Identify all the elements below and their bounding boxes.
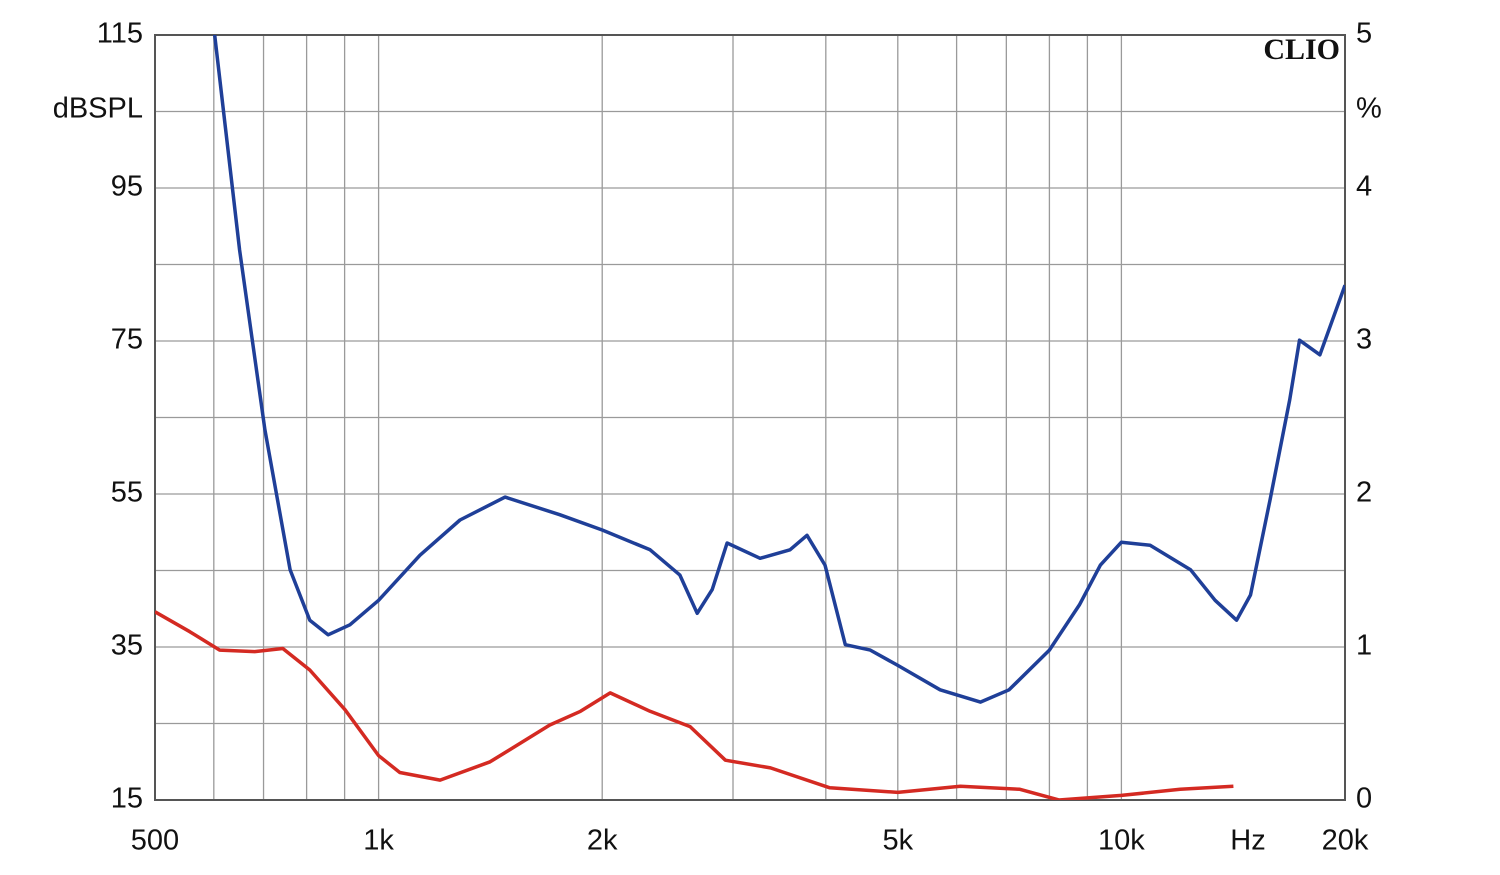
x-tick-label: 1k [363,825,394,857]
x-tick-label: 500 [131,825,179,857]
y2-tick-label: 2 [1356,477,1372,509]
y2-tick-label: 1 [1356,630,1372,662]
y2-axis-label: % [1356,93,1382,125]
data-line [155,610,1234,800]
x-axis-label: Hz [1230,825,1265,857]
y-tick-label: 115 [97,18,143,50]
y-tick-label: 55 [111,477,143,509]
chart-title: CLIO [1263,33,1340,66]
y-tick-label: 95 [111,171,143,203]
data-line [212,35,1345,704]
y2-tick-label: 5 [1356,18,1372,50]
x-tick-label: 20k [1322,825,1369,857]
y-tick-label: 35 [111,630,143,662]
x-tick-label: 2k [587,825,618,857]
y-tick-label: 15 [111,783,143,815]
x-tick-label: 10k [1098,825,1145,857]
plot-frame [154,34,1346,801]
x-tick-label: 5k [882,825,913,857]
y2-tick-label: 0 [1356,783,1372,815]
y-axis-label: dBSPL [53,93,143,125]
y-tick-label: 75 [111,324,143,356]
y2-tick-label: 4 [1356,171,1372,203]
y2-tick-label: 3 [1356,324,1372,356]
